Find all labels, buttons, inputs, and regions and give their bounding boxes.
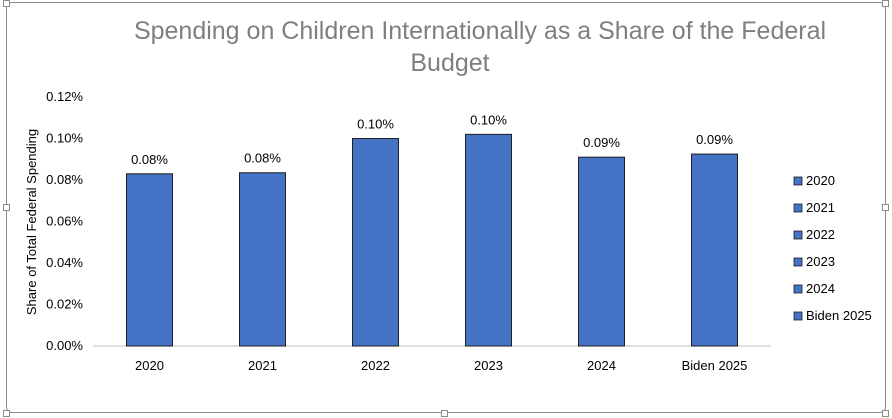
y-tick-label: 0.12% xyxy=(46,89,83,104)
data-label: 0.08% xyxy=(131,152,168,167)
plot-area: 0.00% 0.02% 0.04% 0.06% 0.08% 0.10% 0.12% 0.08%… xyxy=(46,89,771,373)
resize-handle-left[interactable] xyxy=(3,204,10,211)
y-axis-label: Share of Total Federal Spending xyxy=(24,129,39,315)
legend-label: 2022 xyxy=(806,227,835,242)
legend-swatch xyxy=(793,203,803,213)
legend-swatch xyxy=(793,176,803,186)
legend-swatch xyxy=(793,311,803,321)
data-label: 0.10% xyxy=(470,112,507,127)
x-tick-label: 2023 xyxy=(474,358,503,373)
legend: 2020 2021 2022 2023 2024 Biden 2025 xyxy=(793,173,872,323)
data-label: 0.10% xyxy=(357,117,394,132)
x-tick-label: 2022 xyxy=(361,358,390,373)
data-label: 0.08% xyxy=(244,151,281,166)
legend-label: 2023 xyxy=(806,254,835,269)
resize-handle-right[interactable] xyxy=(882,204,889,211)
resize-handle-top-right[interactable] xyxy=(882,0,889,7)
bar[interactable] xyxy=(578,156,625,347)
bar[interactable] xyxy=(239,172,286,347)
data-label: 0.09% xyxy=(696,132,733,147)
y-tick-label: 0.00% xyxy=(46,338,83,353)
y-tick-label: 0.04% xyxy=(46,255,83,270)
chart-title-line-1: Spending on Children Internationally as … xyxy=(134,17,826,45)
y-tick-label: 0.08% xyxy=(46,172,83,187)
resize-handle-top-left[interactable] xyxy=(3,0,10,7)
legend-label: 2024 xyxy=(806,281,835,296)
resize-handle-bottom-right[interactable] xyxy=(882,410,889,417)
resize-handle-bottom-left[interactable] xyxy=(3,410,10,417)
resize-handle-bottom[interactable] xyxy=(441,410,448,417)
legend-swatch xyxy=(793,230,803,240)
bar[interactable] xyxy=(352,138,399,347)
y-tick-label: 0.06% xyxy=(46,214,83,229)
data-label: 0.09% xyxy=(583,135,620,150)
x-tick-label: 2024 xyxy=(587,358,616,373)
x-tick-label: 2020 xyxy=(135,358,164,373)
bar[interactable] xyxy=(126,173,173,347)
legend-swatch xyxy=(793,284,803,294)
x-tick-label: 2021 xyxy=(248,358,277,373)
legend-label: Biden 2025 xyxy=(806,308,872,323)
x-tick-label: Biden 2025 xyxy=(682,358,748,373)
legend-swatch xyxy=(793,257,803,267)
bar[interactable] xyxy=(691,153,738,347)
legend-label: 2020 xyxy=(806,173,835,188)
y-tick-label: 0.10% xyxy=(46,131,83,146)
bar[interactable] xyxy=(465,133,512,347)
y-tick-label: 0.02% xyxy=(46,297,83,312)
legend-label: 2021 xyxy=(806,200,835,215)
chart-title-line-2: Budget xyxy=(410,49,489,77)
